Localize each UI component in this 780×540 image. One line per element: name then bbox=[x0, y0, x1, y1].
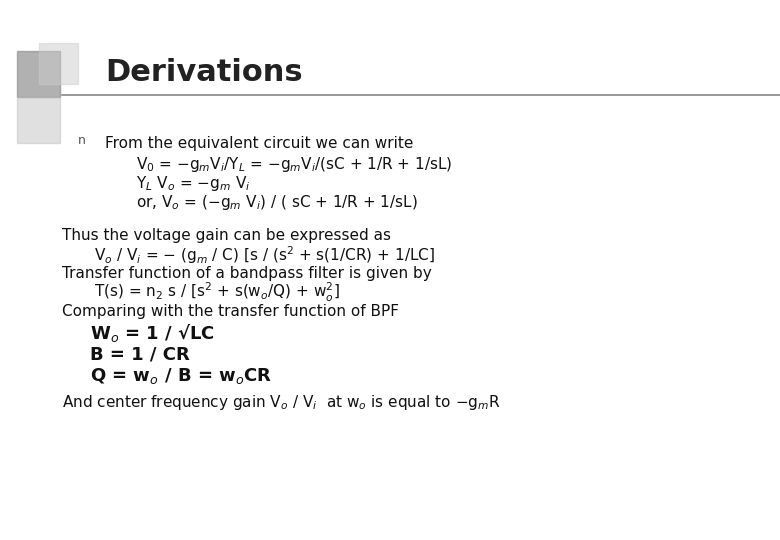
Text: From the equivalent circuit we can write: From the equivalent circuit we can write bbox=[105, 136, 413, 151]
Text: or, V$_o$ = (−g$_m$ V$_i$) / ( sC + 1/R + 1/sL): or, V$_o$ = (−g$_m$ V$_i$) / ( sC + 1/R … bbox=[136, 193, 418, 212]
Text: Y$_L$ V$_o$ = −g$_m$ V$_i$: Y$_L$ V$_o$ = −g$_m$ V$_i$ bbox=[136, 174, 251, 193]
Text: B = 1 / CR: B = 1 / CR bbox=[90, 346, 190, 364]
Text: n: n bbox=[78, 134, 86, 147]
Text: Comparing with the transfer function of BPF: Comparing with the transfer function of … bbox=[62, 304, 399, 319]
Text: T(s) = n$_2$ s / [s$^2$ + s(w$_o$/Q) + w$_o^2$]: T(s) = n$_2$ s / [s$^2$ + s(w$_o$/Q) + w… bbox=[94, 281, 339, 304]
Text: Q = w$_o$ / B = w$_o$CR: Q = w$_o$ / B = w$_o$CR bbox=[90, 366, 271, 387]
Text: Thus the voltage gain can be expressed as: Thus the voltage gain can be expressed a… bbox=[62, 228, 392, 244]
Text: Transfer function of a bandpass filter is given by: Transfer function of a bandpass filter i… bbox=[62, 266, 432, 281]
Text: And center frequency gain V$_o$ / V$_i$  at w$_o$ is equal to −g$_m$R: And center frequency gain V$_o$ / V$_i$ … bbox=[62, 393, 502, 412]
Text: V$_0$ = −g$_m$V$_i$/Y$_L$ = −g$_m$V$_i$/(sC + 1/R + 1/sL): V$_0$ = −g$_m$V$_i$/Y$_L$ = −g$_m$V$_i$/… bbox=[136, 155, 453, 174]
Text: Derivations: Derivations bbox=[105, 58, 303, 87]
Text: V$_o$ / V$_i$ = − (g$_m$ / C) [s / (s$^2$ + s(1/CR) + 1/LC]: V$_o$ / V$_i$ = − (g$_m$ / C) [s / (s$^2… bbox=[94, 244, 434, 266]
Text: W$_o$ = 1 / √LC: W$_o$ = 1 / √LC bbox=[90, 322, 215, 344]
